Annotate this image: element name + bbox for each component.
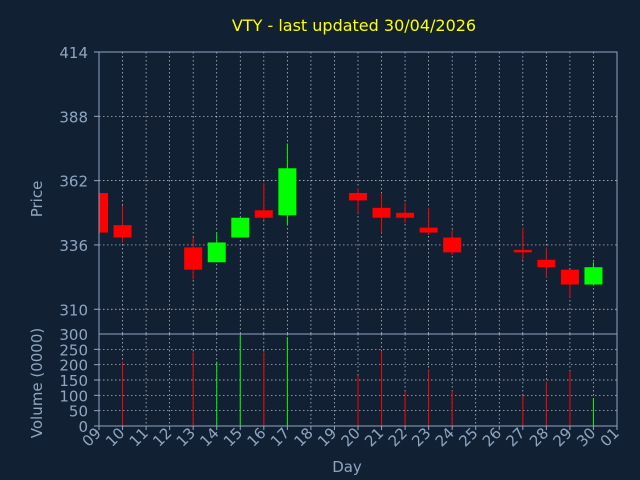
x-tick-label: 18 [291, 424, 317, 450]
candle-body [537, 259, 556, 268]
x-tick-label: 20 [338, 424, 364, 450]
price-tick-label: 362 [59, 173, 88, 191]
price-tick-label: 388 [59, 108, 88, 126]
x-tick-label: 15 [220, 424, 246, 450]
volume-tick-label: 50 [69, 403, 88, 421]
candles [98, 143, 603, 297]
volume-tick-label: 200 [59, 357, 88, 375]
x-tick-label: 28 [526, 424, 552, 450]
volume-plot-frame [98, 333, 618, 427]
volume-tick-label: 100 [59, 387, 88, 405]
price-axis-label: Price [28, 181, 46, 218]
price-tick-label: 414 [59, 44, 88, 62]
candle-body [184, 247, 203, 270]
volume-bars [122, 335, 594, 426]
x-tick-label: 27 [502, 424, 528, 450]
x-tick-label: 29 [550, 424, 576, 450]
candle-body [278, 168, 297, 216]
chart-title: VTY - last updated 30/04/2026 [232, 16, 476, 35]
candle-body [207, 242, 226, 263]
price-tick-label: 336 [59, 237, 88, 255]
candle-body [584, 267, 603, 285]
candle-body [349, 193, 367, 201]
volume-tick-label: 0 [78, 418, 88, 436]
volume-tick-label: 150 [59, 372, 88, 390]
x-tick-label: 25 [455, 424, 481, 450]
x-tick-label: 19 [314, 424, 340, 450]
x-tick-label: 12 [149, 424, 175, 450]
candle-body [513, 249, 532, 253]
candle-body [443, 237, 462, 253]
x-tick-label: 11 [126, 424, 152, 450]
x-tick-label: 26 [479, 424, 505, 450]
candle-body [396, 212, 415, 218]
candle-body [254, 210, 273, 218]
price-tick-label: 310 [59, 301, 88, 319]
x-tick-label: 23 [408, 424, 434, 450]
x-tick-label: 13 [173, 424, 199, 450]
x-tick-label: 24 [432, 424, 458, 450]
x-axis-label: Day [332, 458, 362, 476]
x-tick-label: 30 [573, 424, 599, 450]
volume-axis-label: Volume (0000) [28, 328, 46, 438]
x-tick-label: 17 [267, 424, 293, 450]
price-tick-label: 300 [59, 326, 88, 344]
price-ticks: 300 310 336 362 388 414 [59, 44, 99, 344]
x-ticks: 0910111213141516171819202122232425262728… [79, 424, 623, 450]
x-tick-label: 21 [361, 424, 387, 450]
x-tick-label: 10 [102, 424, 128, 450]
candle-body [231, 217, 250, 238]
candle-body [419, 227, 438, 233]
x-tick-label: 16 [243, 424, 269, 450]
candle-body [560, 269, 579, 285]
x-tick-label: 22 [385, 424, 411, 450]
candle-body [372, 207, 391, 218]
x-tick-label: 01 [597, 424, 623, 450]
x-tick-label: 14 [196, 424, 222, 450]
candle-body [99, 193, 108, 233]
volume-tick-label: 250 [59, 341, 88, 359]
candle-body [113, 225, 132, 238]
